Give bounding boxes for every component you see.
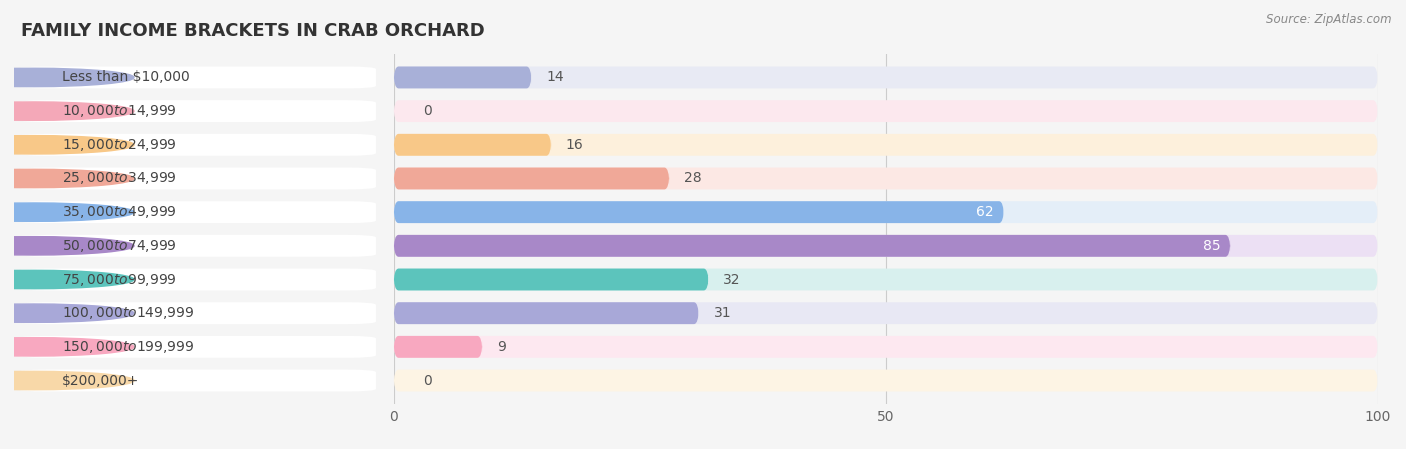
Text: 31: 31	[714, 306, 731, 320]
Text: 85: 85	[1202, 239, 1220, 253]
Circle shape	[0, 68, 134, 87]
FancyBboxPatch shape	[394, 302, 699, 324]
Circle shape	[0, 237, 134, 255]
FancyBboxPatch shape	[394, 235, 1378, 257]
FancyBboxPatch shape	[394, 167, 1378, 189]
FancyBboxPatch shape	[394, 134, 1378, 156]
Text: 16: 16	[567, 138, 583, 152]
FancyBboxPatch shape	[18, 370, 375, 392]
Text: $100,000 to $149,999: $100,000 to $149,999	[62, 305, 194, 321]
Circle shape	[0, 338, 134, 356]
FancyBboxPatch shape	[18, 201, 375, 223]
FancyBboxPatch shape	[394, 66, 1378, 88]
FancyBboxPatch shape	[18, 100, 375, 122]
FancyBboxPatch shape	[18, 134, 375, 156]
Text: FAMILY INCOME BRACKETS IN CRAB ORCHARD: FAMILY INCOME BRACKETS IN CRAB ORCHARD	[21, 22, 485, 40]
FancyBboxPatch shape	[394, 302, 1378, 324]
FancyBboxPatch shape	[18, 66, 375, 88]
Circle shape	[0, 203, 134, 221]
Text: $200,000+: $200,000+	[62, 374, 139, 387]
Text: 0: 0	[423, 104, 432, 118]
Circle shape	[0, 102, 134, 120]
FancyBboxPatch shape	[394, 167, 669, 189]
Text: 14: 14	[546, 70, 564, 84]
FancyBboxPatch shape	[394, 201, 1378, 223]
FancyBboxPatch shape	[394, 269, 1378, 291]
Text: 0: 0	[423, 374, 432, 387]
Text: $15,000 to $24,999: $15,000 to $24,999	[62, 137, 176, 153]
Text: 28: 28	[685, 172, 702, 185]
Text: $75,000 to $99,999: $75,000 to $99,999	[62, 272, 176, 287]
FancyBboxPatch shape	[18, 302, 375, 324]
Text: $50,000 to $74,999: $50,000 to $74,999	[62, 238, 176, 254]
FancyBboxPatch shape	[394, 100, 1378, 122]
FancyBboxPatch shape	[18, 269, 375, 291]
FancyBboxPatch shape	[394, 269, 709, 291]
FancyBboxPatch shape	[394, 66, 531, 88]
FancyBboxPatch shape	[394, 134, 551, 156]
FancyBboxPatch shape	[18, 336, 375, 358]
FancyBboxPatch shape	[394, 336, 482, 358]
Circle shape	[0, 270, 134, 289]
Text: 9: 9	[498, 340, 506, 354]
Text: 62: 62	[976, 205, 994, 219]
Text: $10,000 to $14,999: $10,000 to $14,999	[62, 103, 176, 119]
FancyBboxPatch shape	[18, 167, 375, 189]
Text: Less than $10,000: Less than $10,000	[62, 70, 190, 84]
Text: Source: ZipAtlas.com: Source: ZipAtlas.com	[1267, 13, 1392, 26]
Text: $150,000 to $199,999: $150,000 to $199,999	[62, 339, 194, 355]
Circle shape	[0, 304, 134, 322]
Text: $35,000 to $49,999: $35,000 to $49,999	[62, 204, 176, 220]
Text: 32: 32	[723, 273, 741, 286]
Circle shape	[0, 136, 134, 154]
FancyBboxPatch shape	[394, 370, 1378, 392]
Text: $25,000 to $34,999: $25,000 to $34,999	[62, 171, 176, 186]
Circle shape	[0, 169, 134, 188]
FancyBboxPatch shape	[394, 201, 1004, 223]
Circle shape	[0, 371, 134, 390]
FancyBboxPatch shape	[18, 235, 375, 257]
FancyBboxPatch shape	[394, 336, 1378, 358]
FancyBboxPatch shape	[394, 235, 1230, 257]
